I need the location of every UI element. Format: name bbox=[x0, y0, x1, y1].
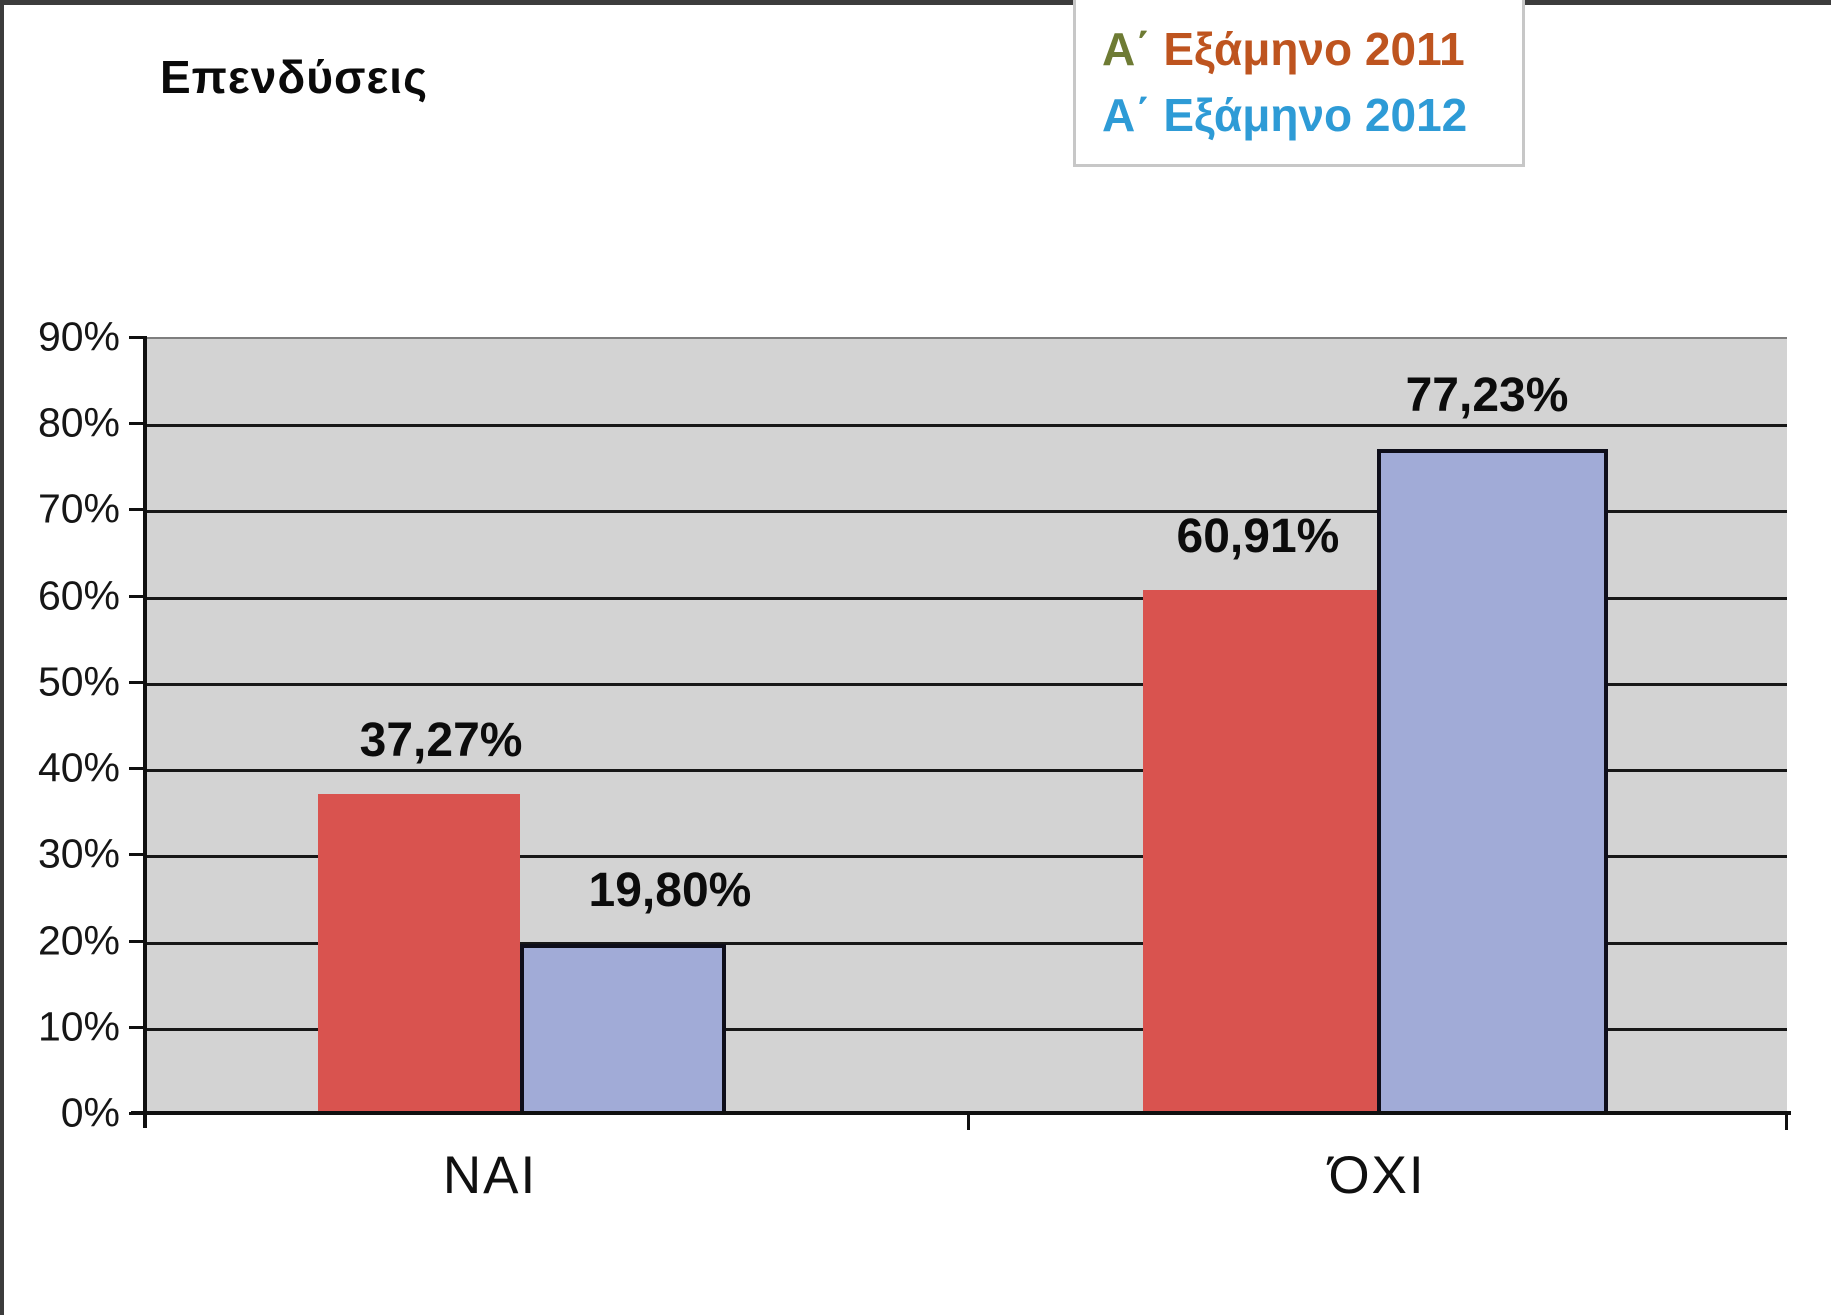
bar-oxi-2012 bbox=[1376, 449, 1608, 1115]
y-axis-tick bbox=[129, 767, 147, 771]
gridline bbox=[145, 941, 1787, 945]
legend-box: Α΄ Εξάμηνο 2011 Α΄ Εξάμηνο 2012 bbox=[1073, 0, 1525, 167]
y-tick-label: 0% bbox=[60, 1089, 120, 1136]
y-tick-label: 20% bbox=[37, 917, 120, 964]
gridline bbox=[145, 855, 1787, 859]
y-axis-line bbox=[143, 337, 147, 1128]
value-label-oxi-2011: 60,91% bbox=[1176, 509, 1340, 563]
chart-title: Επενδύσεις bbox=[160, 51, 428, 103]
y-axis-tick bbox=[129, 336, 147, 339]
gridline bbox=[145, 769, 1787, 773]
y-axis-tick bbox=[129, 1112, 147, 1115]
gridline bbox=[145, 596, 1787, 600]
x-axis-end-tick bbox=[1785, 1113, 1788, 1130]
bar-nai-2011 bbox=[318, 793, 521, 1115]
y-tick-label: 70% bbox=[37, 485, 120, 532]
gridline bbox=[145, 1027, 1787, 1031]
y-axis-tick bbox=[129, 853, 147, 857]
bar-oxi-2011 bbox=[1143, 589, 1377, 1115]
y-axis-labels: 90% 80% 70% 60% 50% 40% 30% 20% 10% 0% bbox=[0, 314, 120, 1136]
gridline bbox=[145, 510, 1787, 514]
legend-item-2011: Α΄ Εξάμηνο 2011 bbox=[1102, 22, 1522, 88]
legend-prefix-2011: Α΄ bbox=[1102, 23, 1164, 75]
plot-area: 37,27% 19,80% 60,91% 77,23% bbox=[145, 337, 1787, 1115]
y-axis-tick bbox=[129, 594, 147, 598]
x-axis-mid-tick bbox=[967, 1113, 970, 1130]
y-tick-label: 30% bbox=[37, 830, 120, 877]
value-label-oxi-2012: 77,23% bbox=[1405, 369, 1569, 423]
y-tick-label: 60% bbox=[37, 572, 120, 619]
y-axis-tick bbox=[129, 422, 147, 426]
gridline bbox=[145, 682, 1787, 686]
y-axis-tick bbox=[129, 508, 147, 512]
y-tick-label: 50% bbox=[37, 658, 120, 705]
value-label-nai-2011: 37,27% bbox=[359, 713, 523, 767]
y-tick-label: 40% bbox=[37, 744, 120, 791]
category-label-nai: ΝΑΙ bbox=[442, 1146, 538, 1205]
y-axis-tick bbox=[129, 680, 147, 684]
gridline bbox=[145, 424, 1787, 428]
legend-prefix-2012: Α΄ bbox=[1102, 89, 1164, 141]
y-tick-label: 10% bbox=[37, 1003, 120, 1050]
legend-item-2012: Α΄ Εξάμηνο 2012 bbox=[1102, 88, 1522, 154]
y-tick-label: 80% bbox=[37, 399, 120, 446]
bar-nai-2012 bbox=[520, 944, 726, 1115]
y-tick-label: 90% bbox=[37, 313, 120, 360]
legend-label-2012: Εξάμηνο 2012 bbox=[1163, 89, 1468, 141]
y-axis-tick bbox=[129, 939, 147, 943]
y-axis-tick bbox=[129, 1025, 147, 1029]
x-axis-line bbox=[131, 1111, 1791, 1115]
value-label-nai-2012: 19,80% bbox=[588, 864, 752, 918]
legend-label-2011: Εξάμηνο 2011 bbox=[1163, 23, 1465, 75]
category-label-oxi: ΌΧΙ bbox=[1328, 1146, 1426, 1205]
